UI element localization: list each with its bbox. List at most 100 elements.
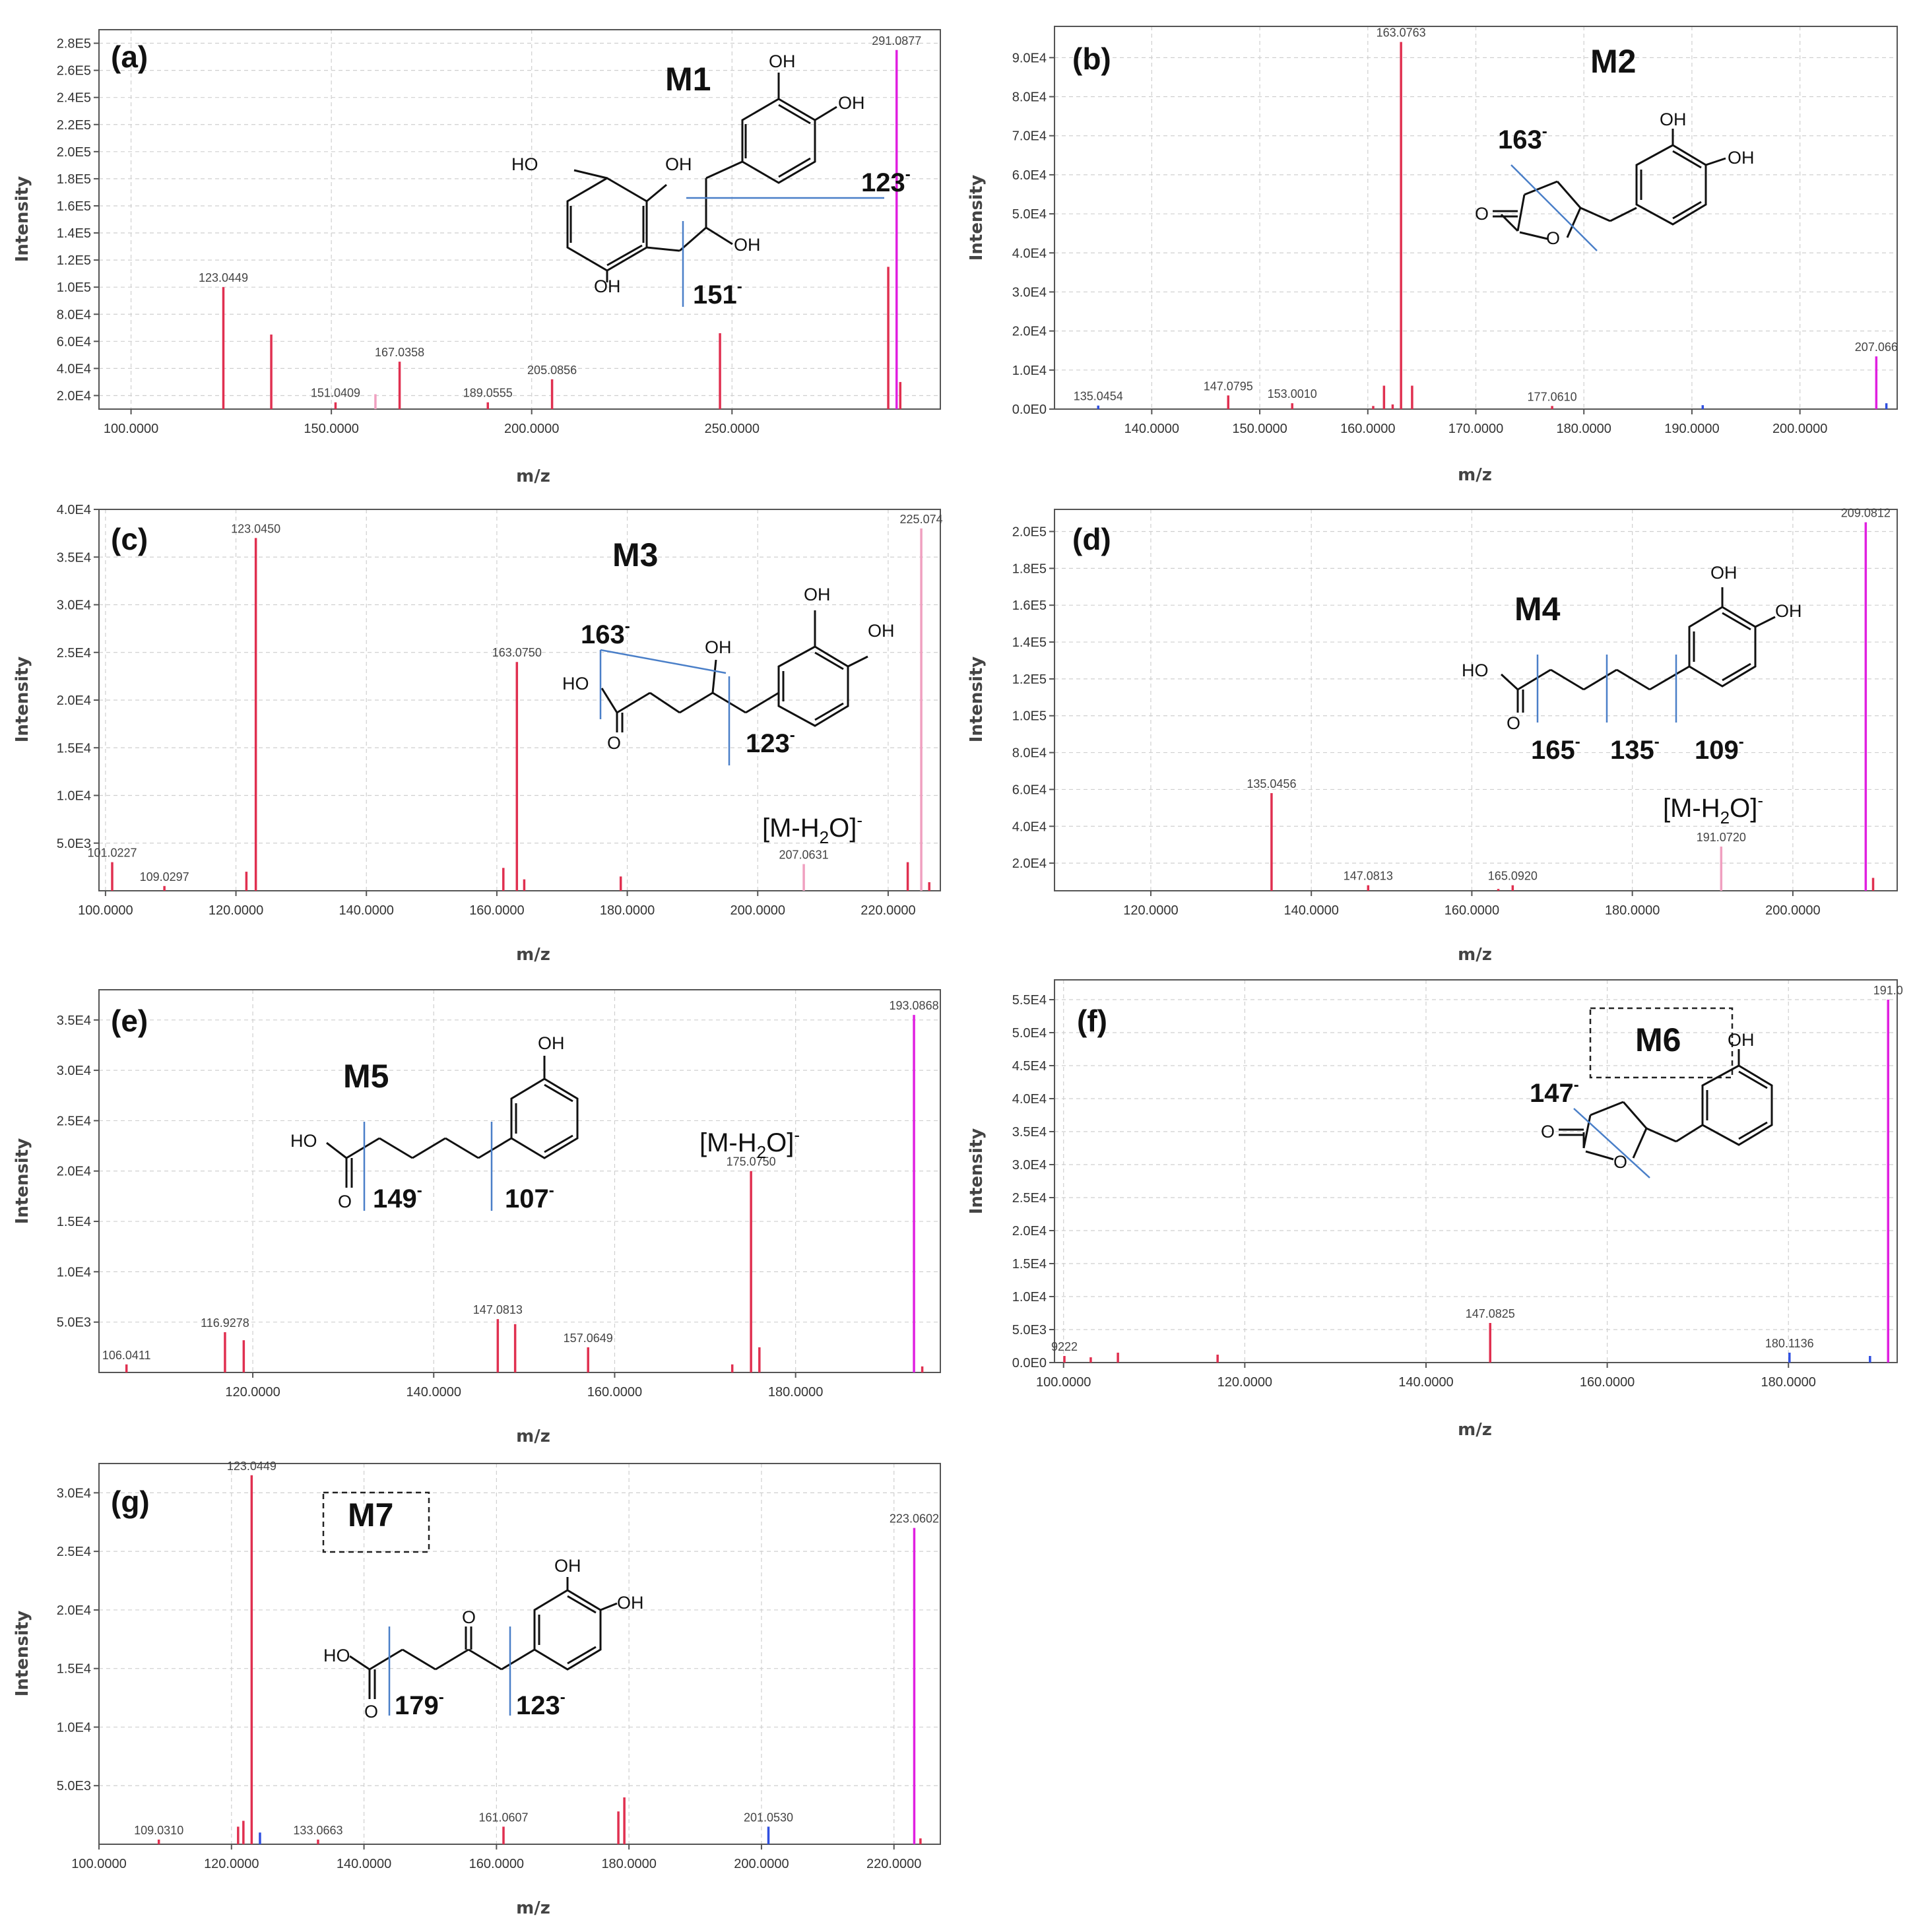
peak-label: 109.0310 xyxy=(134,1824,183,1837)
y-axis-title: Intensity xyxy=(13,176,32,263)
y-tick-label: 2.0E5 xyxy=(57,145,91,160)
x-tick-label: 180.0000 xyxy=(600,903,655,918)
compound-label: M7 xyxy=(348,1497,393,1533)
fragment-label: 109- xyxy=(1695,733,1744,765)
y-tick-label: 2.5E4 xyxy=(57,1545,91,1559)
x-tick-label: 220.0000 xyxy=(860,903,915,918)
fragment-label: 135- xyxy=(1610,733,1660,765)
y-tick-label: 6.0E4 xyxy=(1012,168,1047,183)
plot-frame xyxy=(1054,979,1898,1363)
peak-label: 133.0663 xyxy=(293,1824,342,1837)
compound-box xyxy=(322,1491,430,1553)
atom-label: HO xyxy=(290,1131,317,1151)
peak-label: 106.0411 xyxy=(102,1349,151,1362)
plot-frame xyxy=(1054,509,1898,891)
fragment-label: 107- xyxy=(505,1182,554,1213)
peak-label: 147.0825 xyxy=(1466,1307,1515,1320)
atom-label: OH xyxy=(665,154,692,174)
y-tick-label: 1.0E4 xyxy=(57,789,91,804)
x-tick-label: 170.0000 xyxy=(1448,422,1503,436)
panel-label: (e) xyxy=(111,1004,148,1038)
compound-label: M5 xyxy=(343,1058,389,1095)
x-axis-title: m/z xyxy=(1458,1420,1492,1440)
atom-label: O xyxy=(1541,1122,1555,1142)
peak-label: 163.0750 xyxy=(492,646,542,659)
y-tick-label: 5.5E4 xyxy=(1012,993,1047,1008)
x-tick-label: 160.0000 xyxy=(469,1857,524,1871)
chart-c: 100.0000 120.0000 140.0000 160.0000 180.0000… xyxy=(13,503,943,965)
x-tick-label: 160.0000 xyxy=(587,1385,642,1400)
fragment-label: 165- xyxy=(1531,733,1580,765)
x-tick-label: 140.0000 xyxy=(406,1385,461,1400)
peak-label: 135.0456 xyxy=(1247,777,1296,790)
structure-m3: OH OH OH HO O xyxy=(562,585,895,753)
peak-label: 207.0631 xyxy=(779,849,829,862)
peak-label: 123.0450 xyxy=(231,522,280,535)
y-tick-label: 5.0E3 xyxy=(57,837,91,851)
peak-label: 147.0795 xyxy=(1204,379,1253,393)
y-tick-label: 6.0E4 xyxy=(1012,783,1047,797)
y-tick-label: 2.2E5 xyxy=(57,118,91,133)
chart-f: 100.0000 120.0000 140.0000 160.0000 180.0000… xyxy=(967,979,1903,1440)
y-tick-label: 1.5E4 xyxy=(57,1215,91,1229)
y-tick-label: 3.5E4 xyxy=(1012,1125,1047,1140)
peak-label: 207.066 xyxy=(1855,340,1898,354)
atom-label: OH xyxy=(734,235,761,255)
x-axis-title: m/z xyxy=(516,1427,550,1446)
loss-annotation: [M-H2O]- xyxy=(699,1125,800,1162)
y-tick-label: 1.5E4 xyxy=(57,1662,91,1677)
y-axis-title: Intensity xyxy=(13,657,32,743)
peak-label: 157.0649 xyxy=(564,1332,613,1345)
atom-label: HO xyxy=(562,674,589,693)
y-axis-title: Intensity xyxy=(967,1128,987,1215)
atom-label: OH xyxy=(1660,110,1687,129)
peak-label: 167.0358 xyxy=(375,346,424,359)
peak-label: 191.0720 xyxy=(1697,831,1746,844)
panel-c: 100.0000 120.0000 140.0000 160.0000 180.0000… xyxy=(13,503,943,965)
x-tick-label: 200.0000 xyxy=(1765,903,1820,918)
x-tick-label: 160.0000 xyxy=(469,903,524,918)
structure-m2: OH OH O O xyxy=(1475,110,1755,248)
x-axis-title: m/z xyxy=(516,467,550,486)
compound-label: M2 xyxy=(1590,43,1636,80)
y-tick-label: 4.0E4 xyxy=(57,362,91,376)
fragment-label: 147- xyxy=(1530,1076,1579,1108)
panel-b: 140.0000 150.0000 160.0000 170.0000 180.0000… xyxy=(967,26,1898,485)
y-tick-label: 8.0E4 xyxy=(1012,746,1047,761)
atom-label: OH xyxy=(554,1556,581,1576)
atom-label: OH xyxy=(838,93,865,113)
y-tick-label: 1.4E5 xyxy=(57,226,91,241)
y-tick-label: 3.0E4 xyxy=(57,1486,91,1500)
atom-label: O xyxy=(364,1702,378,1722)
panel-g: 100.0000 120.0000 140.0000 160.0000 180.0000… xyxy=(13,1460,941,1918)
x-tick-label: 120.0000 xyxy=(1217,1375,1272,1390)
x-tick-label: 200.0000 xyxy=(730,903,785,918)
atom-label: OH xyxy=(538,1033,565,1053)
x-tick-label: 180.0000 xyxy=(1557,422,1611,436)
x-tick-label: 100.0000 xyxy=(78,903,133,918)
x-tick-label: 100.0000 xyxy=(1036,1375,1091,1390)
x-tick-label: 200.0000 xyxy=(1772,422,1827,436)
x-tick-label: 150.0000 xyxy=(304,422,358,436)
atom-label: O xyxy=(1613,1152,1627,1172)
x-tick-label: 100.0000 xyxy=(71,1857,126,1871)
x-axis-title: m/z xyxy=(1458,465,1492,485)
x-tick-label: 250.0000 xyxy=(705,422,760,436)
atom-label: OH xyxy=(617,1593,644,1613)
x-tick-label: 120.0000 xyxy=(209,903,263,918)
fragment-cut-line xyxy=(600,649,727,674)
atom-label: OH xyxy=(1775,601,1802,621)
y-tick-label: 8.0E4 xyxy=(1012,90,1047,105)
y-tick-label: 2.0E4 xyxy=(1012,325,1047,339)
x-tick-label: 200.0000 xyxy=(734,1857,789,1871)
atom-label: OH xyxy=(1710,563,1737,583)
atom-label: OH xyxy=(804,585,831,604)
x-tick-label: 150.0000 xyxy=(1232,422,1287,436)
y-tick-label: 8.0E4 xyxy=(57,307,91,322)
peak-label: 225.074 xyxy=(900,513,943,526)
y-axis-title: Intensity xyxy=(13,1138,32,1225)
y-tick-label: 1.4E5 xyxy=(1012,635,1047,650)
peak-label: 205.0856 xyxy=(527,364,577,377)
peak-label: 223.0602 xyxy=(890,1512,939,1526)
